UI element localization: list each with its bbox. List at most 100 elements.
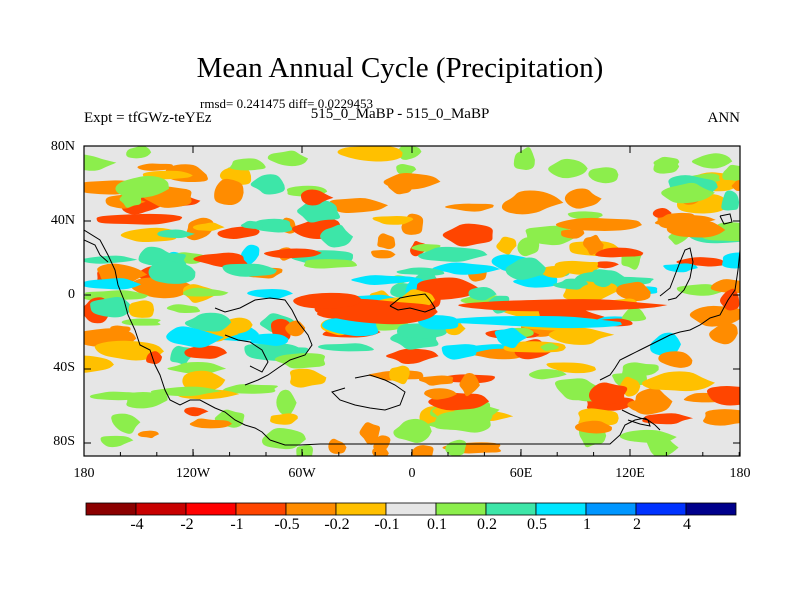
anomaly-patch xyxy=(622,362,659,377)
experiment-label: Expt = tfGWz-teYEz xyxy=(84,110,212,126)
anomaly-patch xyxy=(564,188,602,209)
anomaly-patch xyxy=(396,164,417,176)
anomaly-patch xyxy=(442,223,493,247)
anomaly-patch xyxy=(542,265,576,278)
x-tick-label: 120E xyxy=(615,466,645,481)
anomaly-patch xyxy=(722,164,740,181)
anomaly-patch xyxy=(505,257,546,280)
anomaly-patch xyxy=(459,372,480,397)
colorbar-label: 2 xyxy=(633,516,641,533)
negative-patch xyxy=(555,217,642,231)
x-tick-label: 60E xyxy=(509,466,533,481)
anomaly-patch xyxy=(222,384,278,394)
colorbar-label: -0.1 xyxy=(374,516,400,533)
anomaly-patch xyxy=(434,410,493,433)
anomaly-patch xyxy=(84,355,114,373)
anomaly-patch xyxy=(94,340,164,361)
anomaly-patch xyxy=(621,308,647,322)
anomaly-patch xyxy=(125,391,168,409)
anomaly-patch xyxy=(441,344,478,360)
anomaly-patch xyxy=(166,326,224,348)
x-tick-label: 120W xyxy=(175,466,211,481)
colorbar-swatch xyxy=(635,502,687,516)
x-tick-label: 60W xyxy=(288,466,316,481)
anomaly-patch xyxy=(424,388,457,400)
south-america-coastline xyxy=(214,297,313,386)
anomaly-patch xyxy=(653,156,680,169)
anomaly-patch xyxy=(146,351,163,365)
australia-coastline xyxy=(599,249,740,381)
anomaly-patch xyxy=(418,375,454,386)
anomaly-patch xyxy=(184,407,209,417)
anomaly-patch xyxy=(561,228,585,239)
anomaly-patch xyxy=(707,386,740,406)
anomaly-patch xyxy=(270,413,298,425)
colorbar-swatch xyxy=(135,502,187,516)
anomaly-patch xyxy=(166,304,201,314)
anomaly-patch xyxy=(387,176,414,195)
anomaly-patch xyxy=(230,158,266,171)
anomaly-patch xyxy=(373,435,391,451)
northwest-coast xyxy=(84,239,109,263)
anomaly-patch xyxy=(386,348,439,364)
anomaly-field xyxy=(84,146,740,456)
anomaly-patch xyxy=(84,278,142,290)
anomaly-patch xyxy=(389,365,410,385)
colorbar-label: -2 xyxy=(180,516,194,533)
anomaly-patch xyxy=(396,267,445,276)
colorbar-label: -1 xyxy=(230,516,244,533)
strong-negative-patch xyxy=(293,292,363,309)
anomaly-patch xyxy=(167,362,227,374)
anomaly-patch xyxy=(691,153,733,169)
anomaly-patch xyxy=(597,261,619,269)
anomaly-patch xyxy=(90,297,133,318)
colorbar-label: 0.1 xyxy=(427,516,447,533)
anomaly-patch xyxy=(111,413,141,434)
anomaly-patch xyxy=(432,262,501,275)
anomaly-patch xyxy=(289,368,327,388)
anomaly-patch xyxy=(642,413,693,425)
anomaly-patch xyxy=(100,435,134,448)
anomaly-patch xyxy=(709,322,738,345)
anomaly-patch xyxy=(496,236,517,255)
positive-patch xyxy=(222,263,277,277)
y-tick-label: 80N xyxy=(50,139,75,154)
anomaly-patch xyxy=(184,345,228,359)
anomaly-patch xyxy=(552,278,588,290)
colorbar-label: -0.5 xyxy=(274,516,300,533)
anomaly-patch xyxy=(663,263,698,273)
anomaly-patch xyxy=(548,158,588,179)
colorbar-swatch xyxy=(235,502,287,516)
y-tick-label: 0 xyxy=(68,287,75,302)
colorbar-swatch xyxy=(485,502,537,516)
anomaly-patch xyxy=(595,247,644,258)
y-tick-label: 40S xyxy=(53,360,75,375)
colorbar-label: 1 xyxy=(583,516,591,533)
anomaly-patch xyxy=(592,269,612,288)
anomaly-patch xyxy=(661,182,715,204)
anomaly-patch xyxy=(137,430,159,439)
anomaly-patch xyxy=(372,216,414,225)
anomaly-patch xyxy=(583,234,604,256)
anomaly-patch xyxy=(126,146,152,159)
colorbar-label: -0.2 xyxy=(324,516,350,533)
x-tick-label: 180 xyxy=(729,466,751,481)
south-island xyxy=(621,409,651,427)
anomaly-patch xyxy=(303,259,358,269)
anomaly-patch xyxy=(184,312,232,332)
anomaly-patch xyxy=(189,418,232,429)
east-island xyxy=(719,213,733,225)
anomaly-patch xyxy=(192,222,225,231)
anomaly-patch xyxy=(252,218,293,233)
anomaly-patch xyxy=(393,418,432,443)
colorbar-swatch xyxy=(185,502,237,516)
anomaly-patch xyxy=(574,420,612,434)
anomaly-patch xyxy=(121,318,161,326)
anomaly-patch xyxy=(183,287,229,297)
anomaly-patch xyxy=(359,422,381,445)
anomaly-patch xyxy=(150,386,222,397)
anomaly-patch xyxy=(650,332,681,357)
anomaly-patch xyxy=(250,333,289,346)
axis-ticks xyxy=(83,145,741,456)
